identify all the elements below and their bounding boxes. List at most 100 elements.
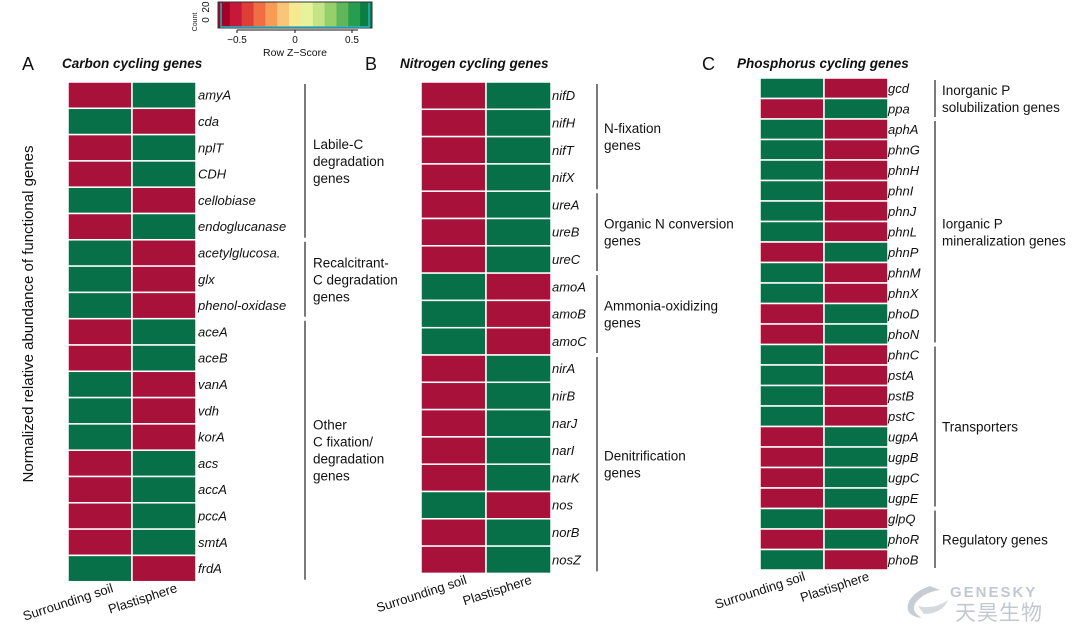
heatmap-cell <box>420 299 487 329</box>
heatmap-cell <box>420 163 487 192</box>
heatmap-cell <box>485 490 552 520</box>
column-label-surrounding-soil: Surrounding soil <box>374 572 468 615</box>
color-key-swatch <box>300 2 314 28</box>
color-key-tick-zero: 0 <box>292 35 298 46</box>
group-label: Transporters <box>942 420 1018 435</box>
panel-a-title: Carbon cycling genes <box>62 56 203 71</box>
heatmap-cell <box>67 370 133 399</box>
heatmap-cell <box>759 364 825 387</box>
column-label-plastisphere: Plastisphere <box>106 580 179 616</box>
gene-label: phnP <box>887 245 919 260</box>
color-key-swatch <box>336 2 349 28</box>
heatmap-cell <box>131 265 197 294</box>
gene-label: phenol-oxidase <box>197 298 286 313</box>
heatmap-cell <box>823 507 889 530</box>
gene-label: phnL <box>887 224 917 239</box>
heatmap-cell <box>131 212 197 241</box>
heatmap-cell <box>420 354 487 384</box>
heatmap-cell <box>759 487 825 510</box>
panel-c-title: Phosphorus cycling genes <box>737 56 909 71</box>
heatmap-cell <box>67 449 133 478</box>
gene-label: phnG <box>887 142 920 157</box>
gene-label: phnM <box>887 265 921 280</box>
gene-label: ureA <box>552 197 579 212</box>
heatmap-cell <box>759 548 825 571</box>
gene-label: phnI <box>887 183 914 198</box>
heatmap-cell <box>759 138 825 161</box>
color-key-swatch <box>312 2 326 28</box>
heatmap-cell <box>420 81 487 111</box>
group-label: N-fixation genes <box>604 121 661 153</box>
heatmap-cell <box>823 220 889 243</box>
heatmap-cell <box>420 463 487 493</box>
gene-label: accA <box>198 482 227 497</box>
heatmap-cell <box>131 528 197 557</box>
heatmap-cell <box>485 299 552 329</box>
gene-label: vanA <box>198 377 228 392</box>
color-key-swatch <box>324 2 337 28</box>
color-key-swatch <box>277 2 290 28</box>
gene-label: nifH <box>552 115 576 130</box>
heatmap-cell <box>823 118 889 141</box>
color-key-count-tick-0: 0 <box>201 17 212 23</box>
gene-label: ureB <box>552 225 580 240</box>
gene-label: phnJ <box>887 204 917 219</box>
heatmap-cell <box>759 77 825 100</box>
color-key-tick-neg: −0.5 <box>227 35 247 46</box>
heatmap-cell <box>823 384 889 407</box>
heatmap-cell <box>823 405 889 428</box>
heatmap-cell <box>131 239 197 267</box>
heatmap-cell <box>420 490 487 520</box>
heatmap-cell <box>131 81 197 110</box>
heatmap-cell <box>420 217 487 247</box>
heatmap-cell <box>759 118 825 141</box>
gene-label: narI <box>552 443 575 458</box>
watermark-brand: GENESKY <box>950 584 1037 601</box>
color-key-swatch <box>265 2 278 28</box>
heatmap-cell <box>420 518 487 547</box>
group-label: Recalcitrant-C degradation genes <box>313 255 398 304</box>
color-key-swatch <box>289 2 302 28</box>
gene-label: glpQ <box>888 511 915 526</box>
group-label: Labile-C degradation genes <box>313 137 384 186</box>
gene-label: ugpB <box>888 450 919 465</box>
color-key-bar <box>217 1 373 29</box>
heatmap-cell <box>485 326 552 356</box>
heatmap-cell <box>67 423 133 451</box>
heatmap-cell <box>823 77 889 100</box>
gene-label: frdA <box>198 561 222 576</box>
color-key-swatch <box>218 2 231 28</box>
heatmap-cell <box>485 163 552 192</box>
heatmap-cell <box>131 396 197 425</box>
heatmap-panels: amyA cda nplT CDH cellobiase endoglucanase ace… <box>21 77 1066 624</box>
gene-label: phoN <box>887 327 920 342</box>
heatmap-cell <box>67 186 133 215</box>
heatmap-cell <box>759 261 825 284</box>
heatmap-cell <box>67 212 133 241</box>
column-label-plastisphere: Plastisphere <box>798 569 871 605</box>
group-label: Other C fixation/degradation genes <box>313 418 384 484</box>
heatmap-cell <box>485 518 552 547</box>
color-key: Count 0 20 −0.5 0 0.5 Row Z−Score <box>192 1 373 59</box>
gene-label: amoA <box>552 279 586 294</box>
y-axis-label: Normalized relative abundance of functio… <box>20 146 37 483</box>
heatmap-cell <box>67 81 133 110</box>
gene-label: aphA <box>888 122 918 137</box>
gene-label: phoR <box>887 532 919 547</box>
gene-label: cellobiase <box>198 193 256 208</box>
heatmap-cell <box>67 265 133 294</box>
heatmap-cell <box>131 133 197 162</box>
heatmap-cell <box>67 239 133 267</box>
panel-letter-b: B <box>365 54 377 74</box>
gene-label: phnH <box>887 163 920 178</box>
heatmap-cell <box>823 487 889 510</box>
color-key-swatch <box>360 2 373 28</box>
gene-label: ppa <box>887 101 910 116</box>
gene-label: CDH <box>198 167 227 182</box>
heatmap-cell <box>131 554 197 583</box>
gene-label: phnC <box>887 347 920 362</box>
gene-label: vdh <box>198 403 219 418</box>
heatmap-cell <box>823 282 889 305</box>
heatmap-cell <box>759 425 825 448</box>
gene-label: pccA <box>197 508 227 523</box>
